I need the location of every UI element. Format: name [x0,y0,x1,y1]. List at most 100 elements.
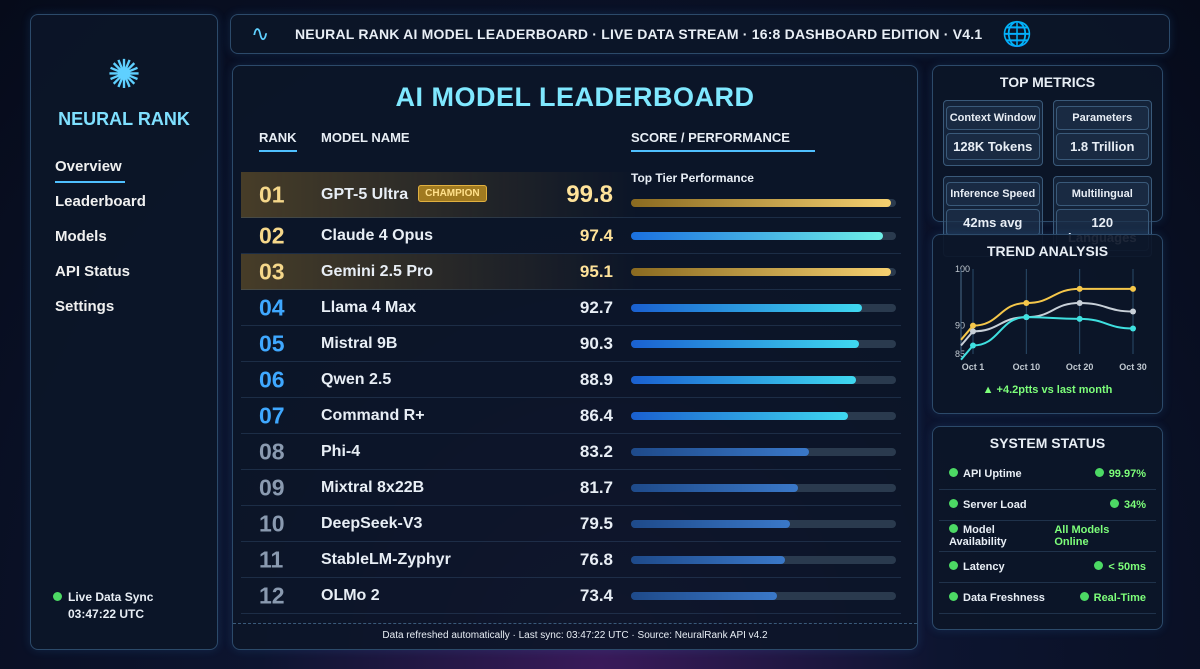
table-row[interactable]: 10 DeepSeek-V3 79.5 [241,506,901,542]
table-row[interactable]: 03 Gemini 2.5 Pro 95.1 [241,254,901,290]
score-bar [631,267,896,276]
rank: 08 [259,438,285,464]
data-point [970,342,976,349]
score-bar-fill [631,591,777,600]
rank: 03 [259,258,285,284]
data-point [1023,300,1030,306]
table-row[interactable]: 11 StableLM-Zyphyr 76.8 [241,542,901,578]
status-dot-icon [949,468,958,477]
trend-delta: ▲ +4.2ptts vs last month [982,384,1113,396]
x-tick-label: Oct 20 [1066,362,1094,372]
score-bar-fill [631,231,883,240]
status-dot-icon [1109,499,1119,508]
trend-analysis-panel: TREND ANALYSIS Oct 1 Oct 10 Oct 20 Oct 30 10… [932,234,1163,414]
score: 95.1 [579,261,613,281]
sync-label: Live Data Sync [68,590,154,604]
status-label: API Uptime [963,468,1022,480]
rank: 07 [259,402,285,428]
y-tick-label: 85 [955,349,965,359]
status-label: Model Availability [949,524,1007,548]
score: 88.9 [579,369,613,389]
score-bar [631,303,896,312]
leaderboard-panel: AI MODEL LEADERBOARD RANK MODEL NAME SCO… [232,65,918,650]
series-line-gold [960,287,1133,341]
status-row: Server Load 34% [939,490,1156,521]
status-value: < 50ms [1108,561,1146,573]
panel-title: TREND ANALYSIS [986,243,1109,259]
data-point [1023,314,1030,321]
status-label: Latency [963,561,1005,573]
table-row[interactable]: 08 Phi-4 83.2 [241,434,901,470]
table-row[interactable]: 05 Mistral 9B 90.3 [241,326,901,362]
model-name-text: Llama 4 Max [321,298,417,316]
sidebar-item-api-status[interactable]: API Status [55,263,131,280]
score-bar [631,411,896,420]
model-name-text: Gemini 2.5 Pro [321,262,434,280]
score-bar-fill [631,303,862,312]
model-name-text: OLMo 2 [321,586,380,604]
model-name-text: Qwen 2.5 [321,370,392,388]
score: 76.8 [579,549,613,569]
table-row[interactable]: 01 GPT-5 Ultra CHAMPION 99.8 Top Tier Per… [241,171,901,218]
data-point [1076,285,1083,292]
model-name: Qwen 2.5 [321,371,391,389]
live-sync-status: Live Data Sync 03:47:22 UTC [53,589,153,623]
model-name: StableLM-Zyphyr [321,551,451,569]
x-tick-label: Oct 10 [1013,362,1041,372]
score-bar [631,483,896,492]
header-title: NEURAL RANK AI MODEL LEADERBOARD · LIVE … [295,26,983,42]
table-row[interactable]: 06 Qwen 2.5 88.9 [241,362,901,398]
model-name: Phi-4 [321,443,360,461]
data-point [1130,308,1136,315]
table-row[interactable]: 09 Mixtral 8x22B 81.7 [241,470,901,506]
metric-label: Inference Speed [946,182,1040,206]
score-bar-fill [631,267,891,276]
score-bar [631,231,896,240]
status-dot-icon [1094,561,1104,570]
table-row[interactable]: 04 Llama 4 Max 92.7 [241,290,901,326]
score: 79.5 [579,513,613,533]
score: 90.3 [579,333,613,353]
score-bar-fill [631,555,785,564]
status-value: Real-Time [1093,592,1146,604]
sidebar-item-models[interactable]: Models [55,228,107,245]
top-metrics-panel: TOP METRICS Context Window 128K Tokens Pa… [932,65,1163,257]
series-line-cyan [960,316,1134,361]
status-value: All Models Online [1054,524,1110,548]
rank: 09 [259,474,285,500]
model-name: Mixtral 8x22B [321,479,424,497]
logo: ✺ NEURAL RANK [31,53,217,130]
score: 83.2 [579,441,613,461]
status-row: Data Freshness Real-Time [939,583,1156,614]
rank: 12 [259,582,285,608]
model-name-text: StableLM-Zyphyr [321,550,451,568]
metric-value: 42ms avg [946,209,1040,236]
champion-badge: CHAMPION [418,184,487,202]
model-name: Claude 4 Opus [321,227,433,245]
model-name: Gemini 2.5 Pro [321,263,433,281]
model-name: DeepSeek-V3 [321,515,422,533]
header-bar: ∿ NEURAL RANK AI MODEL LEADERBOARD · LIV… [230,14,1170,54]
table-row[interactable]: 07 Command R+ 86.4 [241,398,901,434]
sidebar-item-overview[interactable]: Overview [55,157,125,183]
sidebar-nav: Overview Leaderboard Models API Status S… [55,157,146,332]
score-bar-fill [631,339,859,348]
top-tier-label: Top Tier Performance [631,171,754,185]
sidebar-item-settings[interactable]: Settings [55,298,115,315]
score-bar [631,555,896,564]
metric-label: Context Window [946,106,1040,130]
rank: 05 [259,330,285,356]
score: 81.7 [579,477,613,497]
sidebar-item-leaderboard[interactable]: Leaderboard [55,193,146,210]
status-dot-icon [949,499,958,508]
x-tick-label: Oct 1 [962,362,985,372]
score: 97.4 [579,225,613,245]
table-row[interactable]: 02 Claude 4 Opus 97.4 [241,218,901,254]
table-row[interactable]: 12 OLMo 2 73.4 [241,578,901,614]
score-bar [631,375,896,384]
data-point [1130,285,1136,292]
neural-network-icon: ✺ [107,53,141,97]
y-tick-label: 100 [955,264,970,274]
series-line-silver [960,301,1134,347]
data-point [970,328,976,335]
